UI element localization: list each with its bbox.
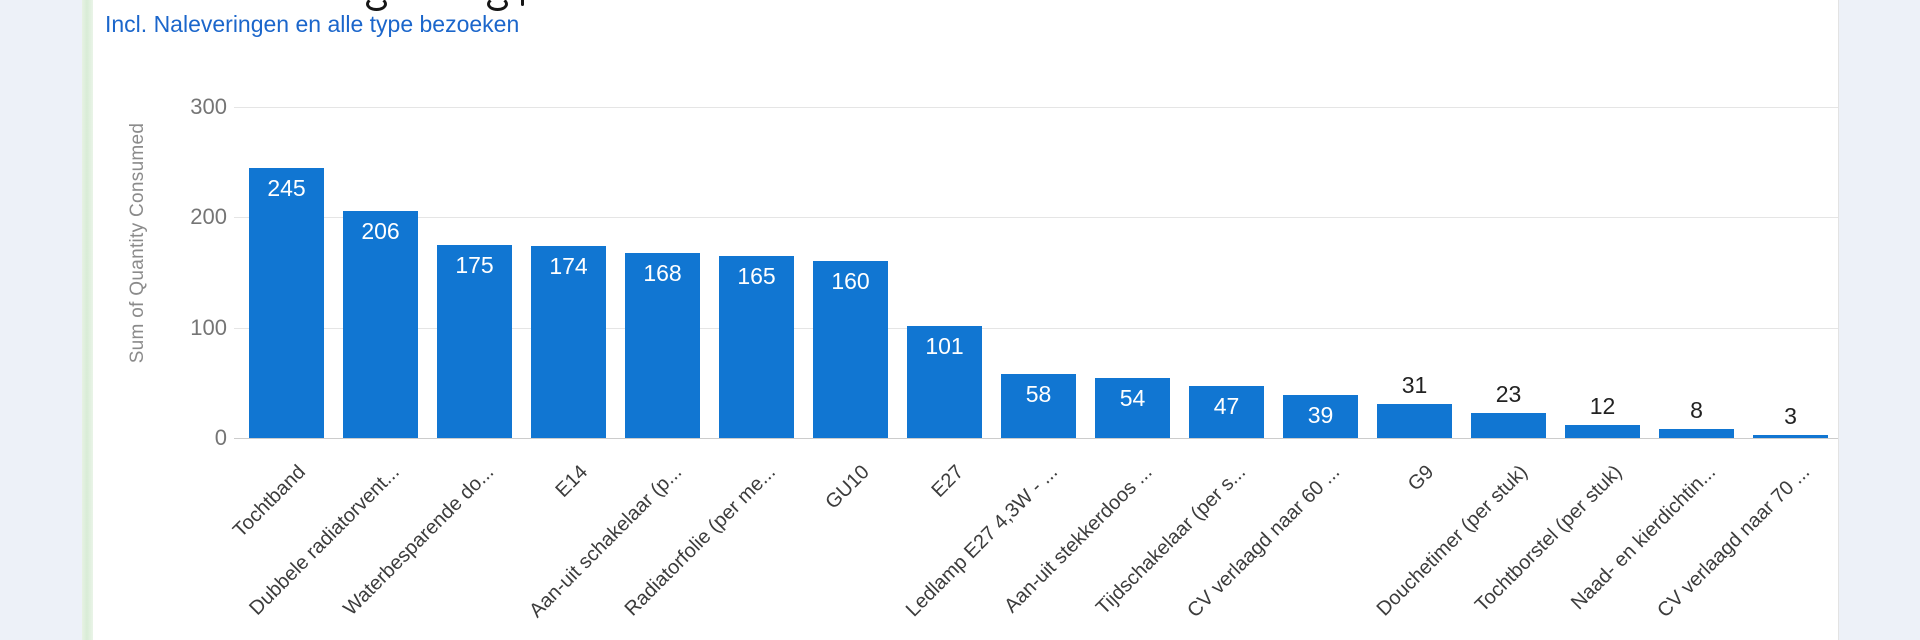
bar[interactable]	[1753, 435, 1828, 438]
bar-value-label: 58	[1025, 381, 1052, 407]
bar-value-label: 31	[1401, 372, 1428, 398]
bar[interactable]	[1471, 413, 1546, 438]
bar-value-label: 160	[831, 268, 870, 294]
gridline	[234, 217, 1838, 218]
bar-value-label: 47	[1213, 393, 1240, 419]
bar-value-label: 23	[1495, 381, 1522, 407]
bar-value-label: 12	[1589, 393, 1616, 419]
bar-value-label: 168	[643, 260, 682, 286]
bar[interactable]	[1377, 404, 1452, 438]
bar-value-label: 101	[925, 333, 964, 359]
bar[interactable]	[437, 245, 512, 438]
y-axis-tick-label: 200	[190, 204, 227, 229]
bar[interactable]	[625, 253, 700, 438]
clipped-title-remnant	[521, 0, 524, 6]
y-axis-title: Sum of Quantity Consumed	[127, 122, 148, 364]
y-axis-tick-label: 300	[190, 94, 227, 119]
bar[interactable]	[813, 261, 888, 438]
y-axis-tick-label: 100	[190, 315, 227, 340]
y-axis-tick-label: 0	[214, 425, 227, 450]
clipped-title-remnant	[487, 0, 508, 11]
bar-value-label: 8	[1690, 397, 1703, 423]
bar[interactable]	[907, 326, 982, 438]
bar[interactable]	[531, 246, 606, 438]
bar[interactable]	[1283, 395, 1358, 438]
bar[interactable]	[719, 256, 794, 438]
bar-value-label: 39	[1307, 402, 1334, 428]
gridline	[234, 328, 1838, 329]
chart-subtitle: Incl. Naleveringen en alle type bezoeken	[105, 11, 520, 37]
bar-value-label: 54	[1119, 385, 1146, 411]
bar-value-label: 206	[361, 218, 400, 244]
bar-value-label: 245	[267, 175, 306, 201]
bar-value-label: 165	[737, 263, 776, 289]
left-accent-strip	[82, 0, 93, 640]
bar[interactable]	[1189, 386, 1264, 438]
bar-value-label: 175	[455, 252, 494, 278]
bar-value-label: 174	[549, 253, 588, 279]
bar[interactable]	[1565, 425, 1640, 438]
bar[interactable]	[1659, 429, 1734, 438]
bar[interactable]	[343, 211, 418, 438]
bar-value-label: 3	[1784, 403, 1797, 429]
clipped-title-remnant	[366, 0, 387, 11]
x-axis-line	[234, 438, 1838, 439]
bar[interactable]	[249, 168, 324, 438]
bar[interactable]	[1095, 378, 1170, 438]
bar[interactable]	[1001, 374, 1076, 438]
gridline	[234, 107, 1838, 108]
